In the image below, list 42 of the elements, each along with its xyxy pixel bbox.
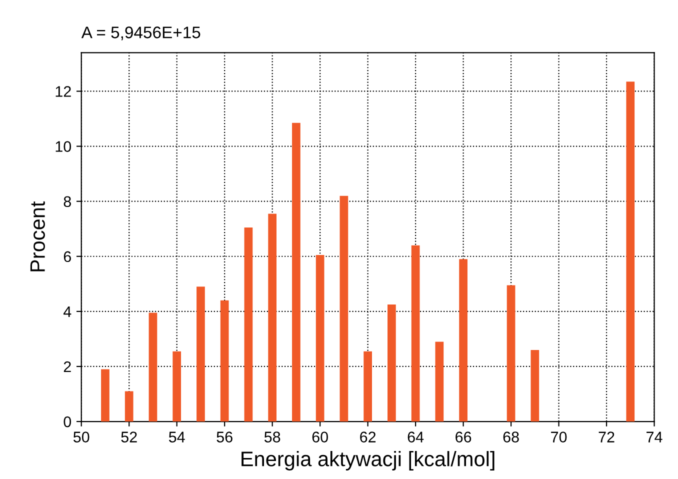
text: A = 5,9456E+15 xyxy=(81,26,200,40)
x-tick-label: 72 xyxy=(598,432,614,442)
bar xyxy=(364,351,372,422)
bar xyxy=(435,342,444,422)
bar xyxy=(411,245,420,422)
bar xyxy=(244,227,253,422)
y-tick-label: 10 xyxy=(56,141,72,152)
bar xyxy=(340,196,348,422)
bar xyxy=(172,351,182,422)
bar xyxy=(148,312,158,422)
bar xyxy=(124,391,134,422)
bar xyxy=(530,350,540,422)
x-tick-label: 50 xyxy=(73,432,90,442)
x-tick-label: 54 xyxy=(168,432,185,442)
y-tick-label: 6 xyxy=(64,251,71,262)
y-tick-label: 4 xyxy=(63,306,72,317)
bar xyxy=(459,259,468,422)
bar xyxy=(101,369,110,422)
x-tick-label: 66 xyxy=(456,432,472,442)
x-tick-label: 52 xyxy=(121,432,137,442)
bar xyxy=(388,304,396,422)
x-tick-label: 74 xyxy=(646,432,662,442)
bar xyxy=(268,214,277,422)
bar xyxy=(220,300,229,422)
x-tick-label: 60 xyxy=(312,432,328,442)
bar xyxy=(506,285,516,422)
x-axis-title: Energia aktywacji [kcal/mol] xyxy=(242,451,494,470)
x-tick-label: 56 xyxy=(216,432,232,442)
bar xyxy=(196,286,205,422)
bar xyxy=(316,254,324,422)
x-tick-label: 68 xyxy=(503,432,519,442)
x-tick-label: 64 xyxy=(408,432,424,442)
x-tick-label: 70 xyxy=(551,432,567,442)
x-tick-label: 62 xyxy=(360,432,376,442)
bar xyxy=(626,82,635,422)
y-axis-title: Procent xyxy=(30,201,45,272)
y-tick-label: 12 xyxy=(56,86,71,97)
y-tick-label: 0 xyxy=(64,416,72,428)
y-tick-label: 2 xyxy=(64,361,71,372)
bar xyxy=(292,122,300,422)
y-tick-label: 8 xyxy=(64,196,71,208)
x-tick-label: 58 xyxy=(264,432,280,442)
